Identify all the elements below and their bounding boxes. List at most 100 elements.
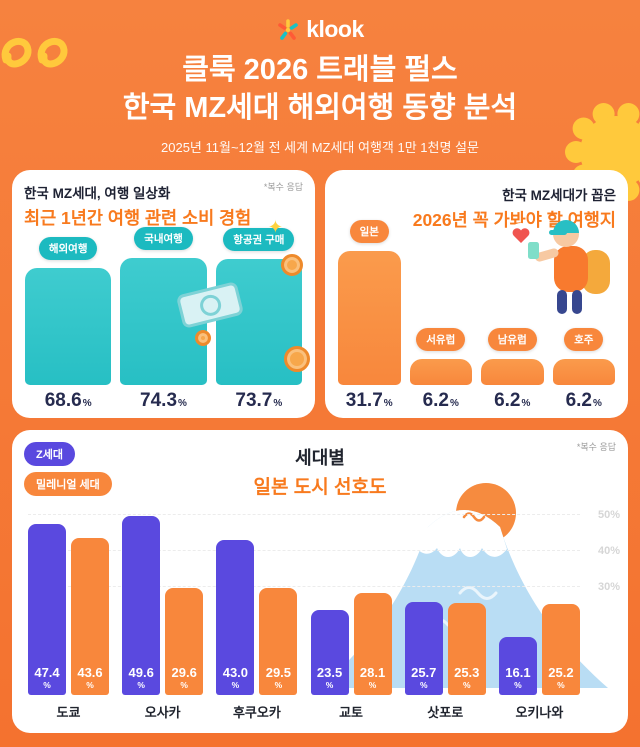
- city-group-osaka: 49.6% 29.6%: [122, 515, 204, 695]
- bar-value: 6.2%: [423, 391, 459, 410]
- bar-value: 25.7: [411, 665, 437, 681]
- value-number: 74.3: [140, 389, 178, 411]
- consumption-card-title: 한국 MZ세대, 여행 일상화: [24, 185, 171, 201]
- title-line-1: 클룩 2026 트래블 펄스: [182, 54, 458, 86]
- bar-unit: %: [462, 680, 471, 691]
- category-pill: 호주: [564, 327, 604, 351]
- category-pill: 서유럽: [416, 327, 466, 351]
- bar-value: 25.3: [454, 665, 480, 681]
- destination-bar-group: 서유럽 6.2%: [409, 327, 472, 410]
- legend-gen-z: Z세대: [24, 441, 75, 466]
- bar-genz-sapporo: 25.7%: [404, 602, 443, 695]
- bar-value: 28.1: [359, 665, 386, 681]
- city-title-line-2: 일본 도시 선호도: [253, 476, 387, 498]
- value-unit: %: [178, 397, 187, 409]
- city-title-line-1: 세대별: [295, 447, 345, 468]
- bar-value: 43.0: [222, 665, 249, 681]
- city-chart: 50% 40% 30% 47.4% 43.6% 49.6% 29.6% 43.0…: [28, 500, 620, 721]
- bar-genz-okinawa: 16.1%: [498, 636, 537, 695]
- city-preference-card: *복수 응답 Z세대 밀레니얼 세대 세대별 일본 도시 선호도: [12, 429, 628, 733]
- klook-logo-icon: [278, 18, 299, 40]
- page-title: 클룩 2026 트래블 펄스 한국 MZ세대 해외여행 동향 분석: [0, 51, 640, 128]
- bar-unit: %: [43, 680, 51, 691]
- squiggle-decoration: [0, 26, 92, 85]
- city-labels-row: 도쿄 오사카 후쿠오카 교토 삿포로 오키나와: [28, 702, 580, 721]
- city-label-osaka: 오사카: [144, 704, 181, 720]
- multi-answer-note: *복수 응답: [263, 181, 303, 192]
- bar-unit: %: [86, 680, 94, 691]
- bar-value: 74.3%: [140, 391, 187, 410]
- bar-unit: %: [180, 680, 188, 691]
- coin-icon: [281, 253, 303, 276]
- bar-unit: %: [274, 680, 283, 691]
- bar-millennial-sapporo: 25.3%: [447, 603, 486, 695]
- bar-genz-osaka: 49.6%: [122, 515, 161, 695]
- page-subtitle: 2025년 11월~12월 전 세계 MZ세대 여행객 1만 1천명 설문: [161, 139, 479, 155]
- top-cards-row: *복수 응답 한국 MZ세대, 여행 일상화 최근 1년간 여행 관련 소비 경…: [12, 169, 628, 418]
- city-bars-area: 50% 40% 30% 47.4% 43.6% 49.6% 29.6% 43.0…: [28, 500, 620, 695]
- y-axis-tick: 40%: [597, 544, 620, 557]
- category-pill: 항공권 구매: [223, 228, 295, 252]
- value-number: 6.2: [422, 389, 449, 411]
- destinations-card-title: 한국 MZ세대가 꼽은: [502, 187, 616, 203]
- bar-southern-europe: [481, 358, 544, 385]
- value-number: 6.2: [565, 389, 592, 411]
- bar-genz-tokyo: 47.4%: [28, 523, 66, 695]
- bar-value: 6.2%: [566, 391, 602, 410]
- city-group-okinawa: 16.1% 25.2%: [498, 603, 580, 695]
- klook-logo: klook: [0, 16, 640, 43]
- city-group-fukuoka: 43.0% 29.5%: [216, 539, 298, 695]
- bar-unit: %: [137, 680, 145, 691]
- value-unit: %: [593, 397, 602, 409]
- value-unit: %: [82, 397, 92, 409]
- bar-value: 29.6: [171, 665, 197, 681]
- bar-unit: %: [325, 680, 334, 691]
- value-number: 6.2: [494, 389, 521, 411]
- bar-millennial-osaka: 29.6%: [165, 587, 204, 695]
- bar-millennial-fukuoka: 29.5%: [259, 588, 298, 695]
- traveler-illustration: [504, 216, 622, 325]
- gridline-40: [28, 549, 580, 551]
- bar-value: 16.1: [505, 665, 531, 681]
- bar-genz-kyoto: 23.5%: [310, 609, 349, 695]
- destination-bar-group: 일본 31.7%: [338, 220, 401, 410]
- bar-value: 23.5: [316, 665, 343, 681]
- category-pill: 해외여행: [38, 236, 98, 260]
- brand-name: klook: [306, 16, 364, 42]
- city-group-tokyo: 47.4% 43.6%: [28, 523, 109, 695]
- y-axis-tick: 50%: [597, 508, 620, 521]
- multi-answer-note: *복수 응답: [576, 441, 616, 452]
- coin-icon: [195, 329, 211, 346]
- bar-japan: [338, 251, 401, 385]
- city-group-sapporo: 25.7% 25.3%: [404, 602, 486, 695]
- gridline-50: [28, 513, 580, 515]
- bar-millennial-kyoto: 28.1%: [353, 593, 392, 695]
- chart-legend: Z세대 밀레니얼 세대: [24, 441, 112, 496]
- title-line-2: 한국 MZ세대 해외여행 동향 분석: [122, 92, 518, 125]
- legend-millennial: 밀레니얼 세대: [24, 471, 112, 496]
- bar-value: 31.7%: [346, 391, 393, 410]
- bar-unit: %: [419, 680, 428, 691]
- bar-millennial-tokyo: 43.6%: [71, 537, 109, 695]
- city-label-sapporo: 삿포로: [427, 704, 464, 720]
- bar-overseas-travel: [25, 267, 112, 385]
- coin-icon: [284, 345, 310, 372]
- consumption-chart: 해외여행 68.6% 국내여행 74.3% 항공권 구매 73.7%: [25, 227, 302, 411]
- bar-unit: %: [514, 680, 522, 691]
- destination-bar-group: 호주 6.2%: [552, 327, 615, 410]
- y-axis-tick: 30%: [597, 580, 620, 593]
- destinations-card: 한국 MZ세대가 꼽은 2026년 꼭 가봐야 할 여행지: [325, 169, 628, 418]
- value-unit: %: [273, 397, 283, 409]
- bar-value: 43.6: [77, 665, 103, 681]
- bar-value: 49.6: [128, 665, 154, 681]
- destinations-chart: 일본 31.7% 서유럽 6.2% 남유럽 6.2% 호주 6.: [338, 220, 615, 411]
- consumption-card-highlight: 최근 1년간 여행 관련 소비 경험: [24, 207, 252, 228]
- bar-value: 25.2: [548, 665, 574, 681]
- value-unit: %: [383, 397, 393, 409]
- value-number: 73.7: [235, 389, 273, 411]
- city-chart-title: 세대별 일본 도시 선호도: [24, 444, 616, 499]
- city-label-fukuoka: 후쿠오카: [232, 704, 281, 720]
- city-label-okinawa: 오키나와: [515, 704, 564, 720]
- category-pill: 국내여행: [134, 227, 193, 251]
